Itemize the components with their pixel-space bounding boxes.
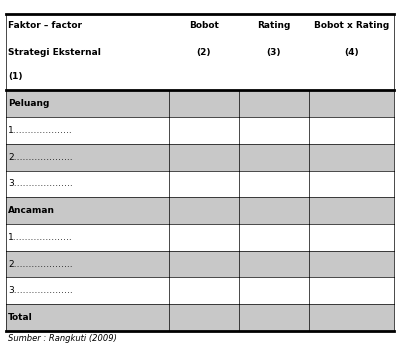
Text: 3………………..: 3……………….. — [8, 179, 73, 188]
Text: (3): (3) — [267, 48, 281, 57]
Text: (1): (1) — [8, 72, 23, 81]
Text: Bobot: Bobot — [189, 21, 219, 30]
Text: (4): (4) — [344, 48, 359, 57]
Bar — [6, 197, 394, 224]
Text: 1………………..: 1……………….. — [8, 233, 73, 242]
Text: 2………………..: 2……………….. — [8, 259, 73, 269]
Bar — [6, 304, 394, 331]
Bar — [6, 278, 394, 304]
Text: Sumber : Rangkuti (2009): Sumber : Rangkuti (2009) — [8, 333, 117, 343]
Text: Ancaman: Ancaman — [8, 206, 55, 215]
Text: 2………………..: 2……………….. — [8, 153, 73, 162]
Bar — [6, 224, 394, 251]
Text: Peluang: Peluang — [8, 99, 50, 108]
Text: Total: Total — [8, 313, 33, 322]
Bar — [6, 171, 394, 197]
Bar — [6, 14, 394, 90]
Text: 3………………..: 3……………….. — [8, 286, 73, 295]
Bar — [6, 117, 394, 144]
Bar — [6, 251, 394, 278]
Text: Rating: Rating — [257, 21, 291, 30]
Text: Bobot x Rating: Bobot x Rating — [314, 21, 389, 30]
Bar — [6, 144, 394, 171]
Text: Strategi Eksternal: Strategi Eksternal — [8, 48, 101, 57]
Bar — [6, 90, 394, 117]
Text: Faktor – factor: Faktor – factor — [8, 21, 82, 30]
Text: 1………………..: 1……………….. — [8, 126, 73, 135]
Text: (2): (2) — [197, 48, 211, 57]
